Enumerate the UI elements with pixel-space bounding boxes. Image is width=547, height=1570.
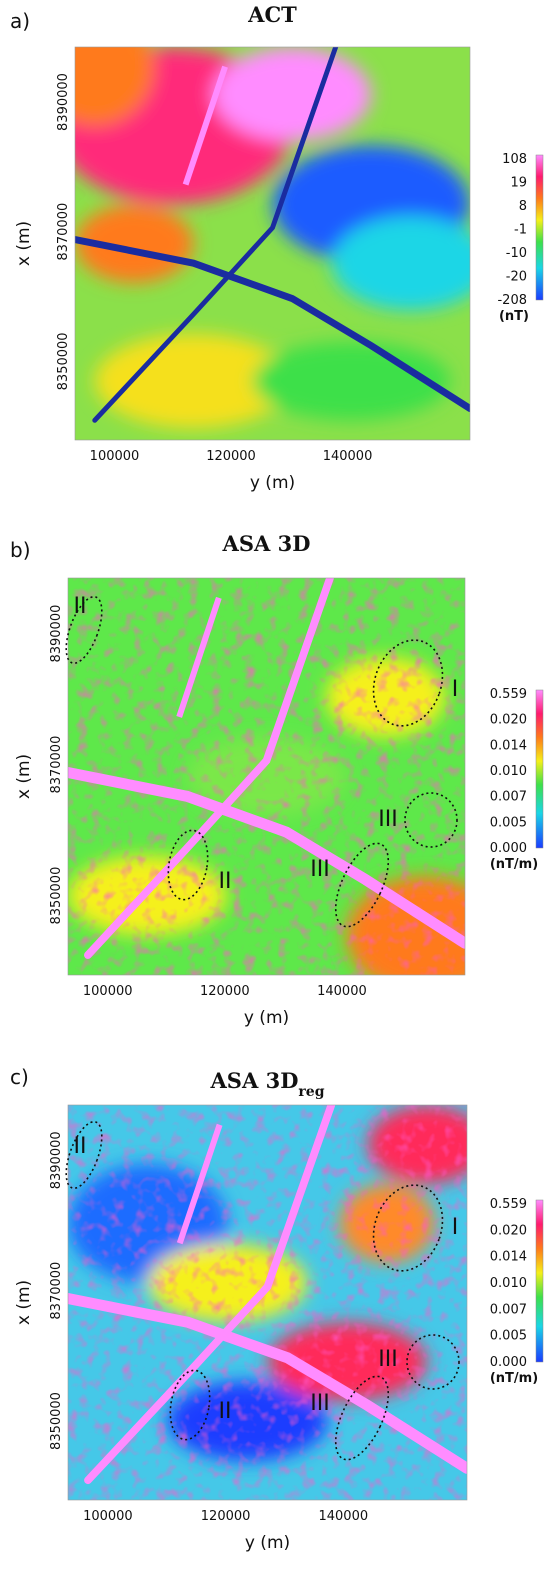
colorbar-label: -1	[514, 223, 527, 238]
y-tick-label: 8350000	[49, 867, 64, 925]
y-tick-label: 8390000	[56, 73, 71, 131]
panel: c) ASA 3Dreg 8390000 8370000 8350000 100000 12…	[10, 1065, 543, 1553]
x-tick-label: 100000	[83, 1509, 133, 1524]
annotation: II	[219, 869, 232, 894]
x-tick-label: 100000	[83, 984, 133, 999]
map	[36, 8, 490, 440]
figure: a) ACT 8390000 8370000 8350000 100000 120000 14…	[0, 0, 547, 1570]
title-text: ASA 3D	[222, 531, 311, 556]
panel-label: b)	[10, 538, 31, 562]
annotation: I	[452, 1215, 459, 1240]
colorbar-label: 0.007	[490, 790, 527, 805]
colorbar-unit: (nT)	[499, 309, 529, 324]
colorbar-label: 0.005	[490, 1329, 527, 1344]
colorbar-label: 0.014	[490, 1250, 527, 1265]
x-tick-label: 120000	[200, 984, 250, 999]
annotation: III	[378, 807, 397, 832]
anomaly	[36, 8, 155, 126]
colorbar-label: 108	[502, 152, 527, 167]
y-axis-label: x (m)	[14, 754, 34, 799]
map	[68, 1105, 487, 1500]
title-text: ASA 3D	[210, 1068, 299, 1093]
colorbar-label: 0.000	[490, 841, 527, 856]
colorbar-label: -20	[506, 270, 527, 285]
annotation: III	[310, 857, 329, 882]
x-axis-label: y (m)	[244, 1008, 289, 1028]
x-tick-label: 120000	[206, 449, 256, 464]
annotation: II	[74, 594, 87, 619]
panel: b) ASA 3D 8390000 8370000 8350000 100000 12000…	[10, 531, 543, 1028]
panel-title: ASA 3Dreg	[210, 1068, 325, 1100]
colorbar-label: -208	[497, 293, 527, 308]
annotation: I	[452, 677, 459, 702]
annotation: III	[378, 1347, 397, 1372]
panel: a) ACT 8390000 8370000 8350000 100000 120000 14…	[10, 2, 543, 493]
colorbar-label: 0.020	[490, 1223, 527, 1238]
colorbar	[536, 155, 543, 300]
annotation: II	[74, 1134, 87, 1159]
y-axis-label: x (m)	[14, 1280, 34, 1325]
y-tick-label: 8390000	[49, 605, 64, 663]
colorbar	[536, 690, 543, 848]
colorbar-label: 19	[510, 176, 527, 191]
x-tick-label: 120000	[201, 1509, 251, 1524]
y-tick-label: 8350000	[49, 1392, 64, 1450]
colorbar-unit: (nT/m)	[490, 1371, 538, 1386]
x-axis-label: y (m)	[250, 473, 295, 493]
x-axis-label: y (m)	[245, 1533, 290, 1553]
y-tick-label: 8370000	[49, 1262, 64, 1320]
y-axis-label: x (m)	[14, 221, 34, 266]
title-subscript: reg	[298, 1084, 324, 1100]
panel-label: c)	[10, 1065, 29, 1089]
y-tick-label: 8370000	[49, 736, 64, 794]
x-tick-label: 140000	[318, 1509, 368, 1524]
panel-label: a)	[10, 9, 30, 33]
y-tick-label: 8350000	[56, 332, 71, 390]
y-tick-label: 8370000	[56, 203, 71, 261]
title-text: ACT	[247, 2, 297, 27]
x-tick-label: 140000	[317, 984, 367, 999]
colorbar-label: 0.010	[490, 1276, 527, 1291]
colorbar-label: 0.014	[490, 738, 527, 753]
x-tick-label: 100000	[90, 449, 140, 464]
annotation: II	[219, 1399, 232, 1424]
anomaly	[332, 216, 490, 310]
x-tick-label: 140000	[323, 449, 373, 464]
map	[68, 578, 505, 995]
colorbar-label: 0.000	[490, 1355, 527, 1370]
panel-title: ACT	[247, 2, 297, 27]
colorbar-label: 0.559	[490, 1197, 527, 1212]
colorbar-label: 0.020	[490, 713, 527, 728]
y-tick-label: 8390000	[49, 1131, 64, 1189]
colorbar	[536, 1200, 543, 1362]
panel-title: ASA 3D	[222, 531, 311, 556]
colorbar-label: 0.559	[490, 687, 527, 702]
annotation: III	[310, 1391, 329, 1416]
anomaly	[213, 47, 371, 141]
colorbar-label: 0.007	[490, 1302, 527, 1317]
colorbar-label: 0.005	[490, 815, 527, 830]
colorbar-label: -10	[506, 246, 527, 261]
colorbar-unit: (nT/m)	[490, 857, 538, 872]
colorbar-label: 0.010	[490, 764, 527, 779]
colorbar-label: 8	[519, 199, 527, 214]
